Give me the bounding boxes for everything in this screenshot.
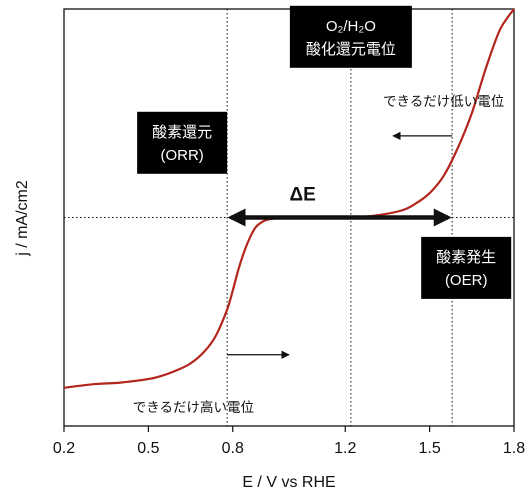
annotation-box-text: (OER) [445, 272, 488, 289]
annotation-box-text: 酸化還元電位 [306, 41, 396, 58]
annotation-box-bg [289, 5, 412, 68]
annotation-box-bg [421, 236, 512, 299]
annotation-box-text: O₂/H₂O [326, 18, 376, 35]
annotation-note: できるだけ高い電位 [133, 399, 254, 415]
y-axis-title: j / mA/cm2 [14, 180, 31, 257]
direction-arrows: ΔE [227, 131, 453, 359]
x-tick-label: 0.2 [53, 440, 75, 457]
x-tick-label: 1.5 [419, 440, 441, 457]
annotation-note: できるだけ低い電位 [383, 94, 504, 109]
annotation-box-bg [137, 111, 228, 174]
annotation-box: 酸素発生 (OER) [421, 236, 512, 299]
x-tick-label: 1.8 [503, 440, 525, 457]
annotation-box-text: (ORR) [160, 147, 203, 164]
x-axis-title: E / V vs RHE [242, 474, 335, 491]
annotation-box: 酸素還元 (ORR) [137, 111, 228, 174]
x-tick-label: 1.2 [334, 440, 356, 457]
x-tick-label: 0.8 [222, 440, 244, 457]
x-axis-ticks: 0.2 0.5 0.8 1.2 1.5 1.8 [53, 426, 525, 457]
annotation-box: O₂/H₂O 酸化還元電位 [289, 5, 412, 68]
annotation-box-text: 酸素発生 [436, 249, 496, 266]
x-tick-label: 0.5 [137, 440, 159, 457]
delta-e-label: ΔE [289, 185, 315, 206]
annotation-box-text: 酸素還元 [152, 124, 212, 141]
